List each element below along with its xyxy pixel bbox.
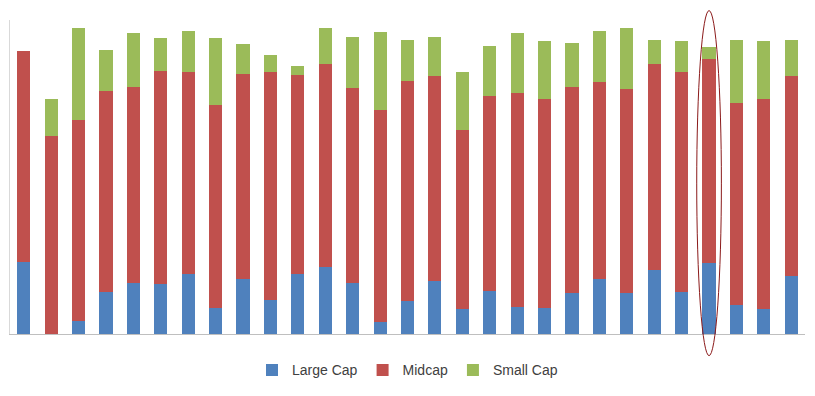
svg-text:Small Cap: Small Cap <box>493 362 558 378</box>
svg-text:Midcap: Midcap <box>403 362 448 378</box>
svg-text:Large Cap: Large Cap <box>292 362 358 378</box>
